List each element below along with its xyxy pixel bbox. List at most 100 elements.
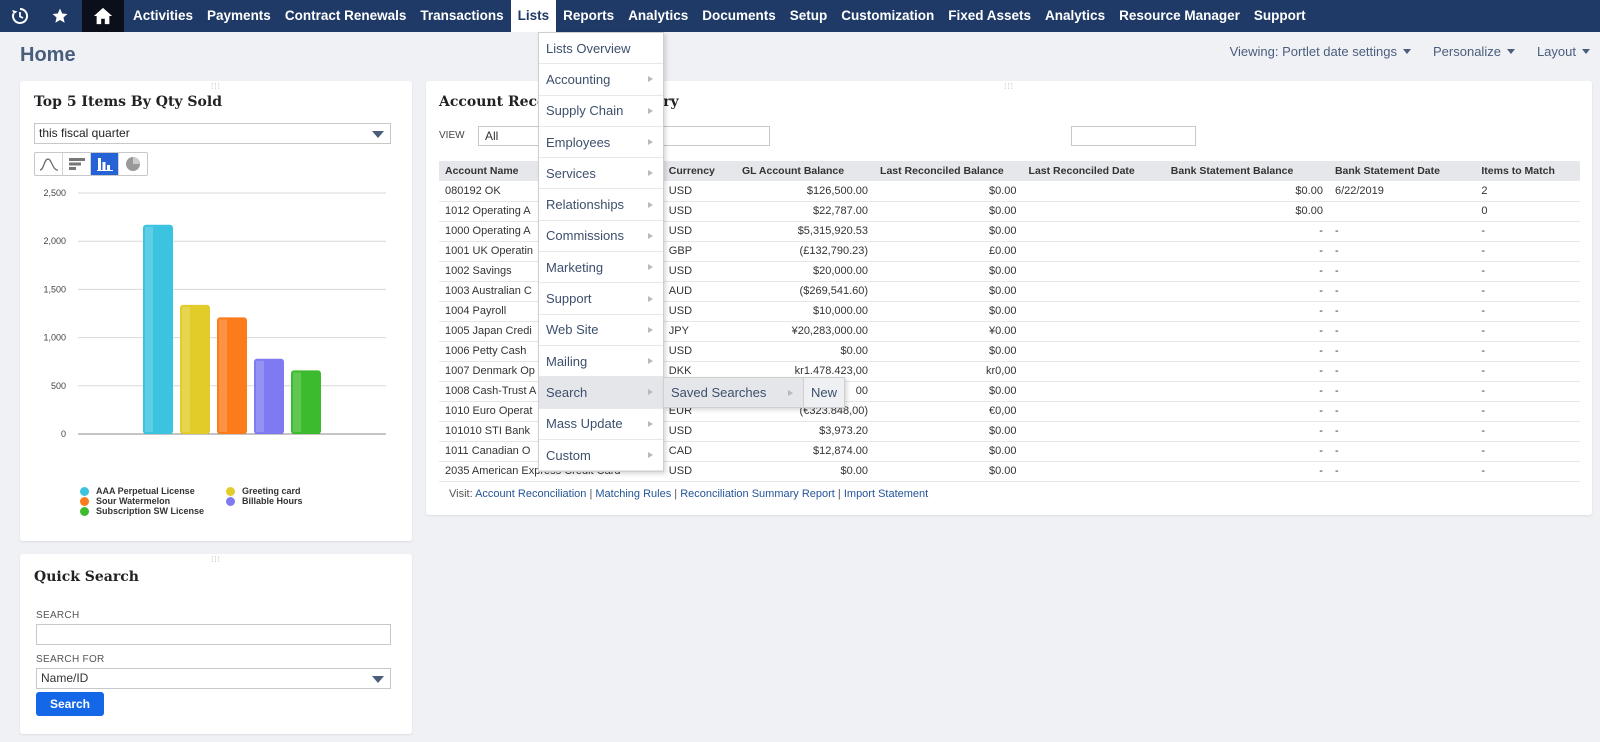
cell-currency: USD: [662, 461, 736, 482]
menu-item-web-site[interactable]: Web Site: [539, 315, 663, 346]
chevron-right-icon: [648, 201, 653, 208]
nav-item-reports[interactable]: Reports: [563, 8, 615, 23]
column-header-bank-statement-balance[interactable]: Bank Statement Balance: [1164, 161, 1329, 181]
menu-item-relationships[interactable]: Relationships: [539, 189, 663, 221]
menu-item-custom[interactable]: Custom: [539, 440, 663, 472]
column-header-bank-statement-date[interactable]: Bank Statement Date: [1328, 161, 1476, 181]
view-filter-input[interactable]: [1071, 126, 1196, 146]
cell-gl-account-balance: $22,787.00: [736, 201, 875, 222]
recent-icon[interactable]: [0, 0, 40, 32]
nav-item-transactions[interactable]: Transactions: [420, 8, 504, 23]
menu-item-label: Lists Overview: [546, 40, 631, 56]
menu-item-support[interactable]: Support: [539, 283, 663, 315]
chevron-right-icon: [648, 358, 653, 365]
legend-item-billable-hours[interactable]: Billable Hours: [226, 496, 336, 506]
legend-item-aaa-perpetual-license[interactable]: AAA Perpetual License: [80, 486, 226, 496]
search-button[interactable]: Search: [36, 692, 104, 716]
visit-link-matching-rules[interactable]: Matching Rules: [595, 488, 672, 500]
cell-gl-account-balance: $10,000.00: [736, 301, 875, 322]
viewing-portlet-date-settings[interactable]: Viewing: Portlet date settings: [1230, 44, 1412, 59]
menu-item-marketing[interactable]: Marketing: [539, 252, 663, 284]
menu-item-saved-searches[interactable]: Saved Searches: [664, 378, 803, 407]
pie-chart-icon[interactable]: [119, 153, 147, 175]
menu-item-commissions[interactable]: Commissions: [539, 221, 663, 253]
cell-currency: USD: [662, 221, 736, 242]
drag-handle-icon[interactable]: ⁞⁞⁞: [211, 555, 221, 564]
home-icon[interactable]: [82, 0, 124, 32]
portlet-title: Quick Search: [34, 569, 139, 585]
nav-item-support[interactable]: Support: [1253, 8, 1306, 23]
nav-item-activities[interactable]: Activities: [133, 8, 194, 23]
star-icon[interactable]: [40, 0, 80, 32]
visit-link-import-statement[interactable]: Import Statement: [843, 488, 929, 500]
nav-item-contract-renewals[interactable]: Contract Renewals: [284, 8, 407, 23]
cell-last-reconciled-balance: $0.00: [874, 261, 1023, 282]
cell-gl-account-balance: kr1.478.423,00: [736, 361, 875, 382]
cell-bank-statement-balance: -: [1164, 221, 1329, 242]
legend-item-greeting-card[interactable]: Greeting card: [226, 486, 336, 496]
nav-item-analytics[interactable]: Analytics: [1045, 8, 1106, 23]
menu-item-lists-overview[interactable]: Lists Overview: [539, 33, 663, 65]
layout-label: Layout: [1536, 44, 1576, 59]
search-for-select[interactable]: Name/ID: [36, 668, 391, 689]
bar-billable-hours[interactable]: [254, 358, 284, 434]
column-header-currency[interactable]: Currency: [662, 161, 736, 181]
y-tick-label: 500: [51, 381, 66, 391]
nav-item-customization[interactable]: Customization: [841, 8, 935, 23]
drag-handle-icon[interactable]: ⁞⁞⁞: [1004, 82, 1014, 91]
cell-currency: CAD: [662, 441, 736, 462]
bar-highlight: [256, 360, 264, 432]
visit-link-reconciliation-summary-report[interactable]: Reconciliation Summary Report: [680, 488, 835, 500]
menu-item-label: Commissions: [546, 228, 625, 244]
nav-item-payments[interactable]: Payments: [207, 8, 271, 23]
menu-item-services[interactable]: Services: [539, 158, 663, 190]
menu-item-mass-update[interactable]: Mass Update: [539, 409, 663, 440]
column-header-last-reconciled-balance[interactable]: Last Reconciled Balance: [874, 161, 1023, 181]
menu-item-new[interactable]: New: [803, 378, 844, 407]
nav-item-resource-manager[interactable]: Resource Manager: [1119, 8, 1240, 23]
nav-item-documents[interactable]: Documents: [702, 8, 776, 23]
bar-sour-watermelon[interactable]: [217, 317, 247, 434]
line-chart-icon[interactable]: [35, 153, 63, 175]
bar-subscription-sw-license[interactable]: [291, 370, 321, 434]
cell-items-to-match[interactable]: 0: [1475, 201, 1580, 222]
cell-last-reconciled-date: [1022, 361, 1165, 382]
cell-last-reconciled-balance: $0.00: [874, 181, 1023, 202]
cell-last-reconciled-date: [1022, 181, 1165, 202]
column-header-gl-account-balance[interactable]: GL Account Balance: [736, 161, 875, 181]
nav-item-setup[interactable]: Setup: [789, 8, 828, 23]
bar-greeting-card[interactable]: [180, 304, 210, 434]
nav-item-analytics[interactable]: Analytics: [628, 8, 689, 23]
drag-handle-icon[interactable]: ⁞⁞⁞: [211, 82, 221, 91]
menu-item-supply-chain[interactable]: Supply Chain: [539, 96, 663, 127]
layout-button[interactable]: Layout: [1537, 44, 1590, 59]
nav-item-lists[interactable]: Lists: [510, 0, 557, 32]
table-row: 2035 American Express Credit Card USD $0.0…: [439, 461, 1580, 482]
menu-item-employees[interactable]: Employees: [539, 127, 663, 159]
column-chart-icon[interactable]: [91, 153, 119, 175]
bar-aaa-perpetual-license[interactable]: [143, 224, 173, 434]
menu-item-accounting[interactable]: Accounting: [539, 64, 663, 96]
menu-item-search[interactable]: Search: [539, 377, 663, 409]
column-header-last-reconciled-date[interactable]: Last Reconciled Date: [1022, 161, 1165, 181]
legend-item-subscription-sw-license[interactable]: Subscription SW License: [80, 506, 226, 516]
menu-item-label: Accounting: [546, 71, 611, 87]
period-select[interactable]: this fiscal quarter: [34, 123, 391, 144]
cell-last-reconciled-balance: $0.00: [874, 221, 1023, 242]
horizontal-bar-icon[interactable]: [63, 153, 91, 175]
cell-items-to-match[interactable]: 2: [1475, 181, 1580, 202]
menu-item-mailing[interactable]: Mailing: [539, 346, 663, 378]
nav-item-fixed-assets[interactable]: Fixed Assets: [948, 8, 1032, 23]
cell-currency: GBP: [662, 241, 736, 262]
cell-bank-statement-balance: $0.00: [1164, 181, 1329, 202]
legend-swatch: [80, 506, 89, 516]
search-input[interactable]: [36, 624, 391, 645]
chart-legend: AAA Perpetual License Greeting card Sour W…: [80, 486, 330, 516]
portlet-title: Top 5 Items By Qty Sold: [34, 94, 222, 110]
visit-link-account-reconciliation[interactable]: Account Reconciliation: [475, 488, 587, 500]
column-header-items-to-match[interactable]: Items to Match: [1475, 161, 1580, 181]
menu-item-label: Saved Searches: [671, 385, 767, 400]
legend-item-sour-watermelon[interactable]: Sour Watermelon: [80, 496, 226, 506]
personalize-button[interactable]: Personalize: [1433, 44, 1515, 59]
cell-items-to-match: -: [1475, 401, 1580, 422]
